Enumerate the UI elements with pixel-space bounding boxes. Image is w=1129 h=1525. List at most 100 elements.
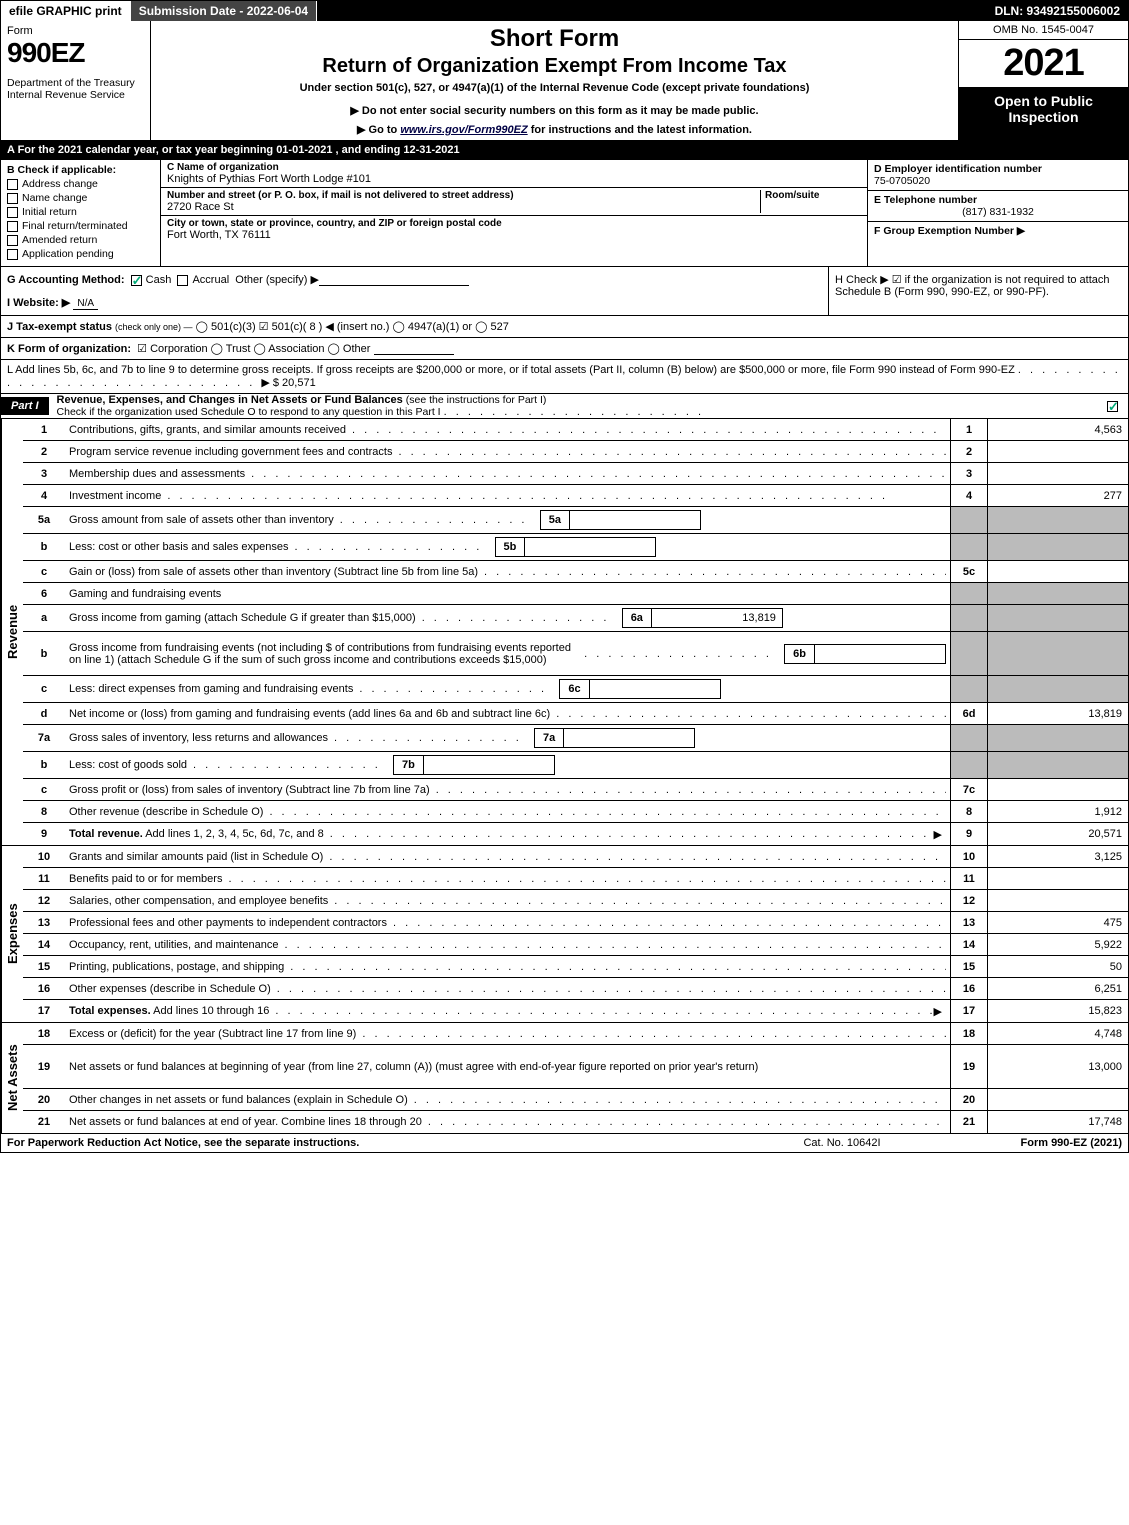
checkbox-label: Final return/terminated <box>22 220 128 232</box>
line-number: b <box>23 632 65 675</box>
line-description: Investment income <box>65 485 950 506</box>
netassets-lines: 18Excess or (deficit) for the year (Subt… <box>23 1023 1128 1133</box>
line-description: Contributions, gifts, grants, and simila… <box>65 419 950 440</box>
efile-label: efile GRAPHIC print <box>1 1 131 21</box>
inline-box-value <box>525 538 655 556</box>
checkbox[interactable] <box>7 193 18 204</box>
accrual-checkbox[interactable] <box>177 275 188 286</box>
line-box-number: 5c <box>950 561 988 582</box>
submission-date: Submission Date - 2022-06-04 <box>131 1 317 21</box>
line-box-number: 10 <box>950 846 988 867</box>
line-description: Benefits paid to or for members <box>65 868 950 889</box>
line-value: 4,748 <box>988 1023 1128 1044</box>
dept-treasury: Department of the Treasury Internal Reve… <box>7 77 144 101</box>
expenses-section: Expenses 10Grants and similar amounts pa… <box>1 846 1128 1023</box>
line-description: Net assets or fund balances at end of ye… <box>65 1111 950 1133</box>
line-description: Professional fees and other payments to … <box>65 912 950 933</box>
tax-year: 2021 <box>959 40 1128 87</box>
line-description: Occupancy, rent, utilities, and maintena… <box>65 934 950 955</box>
line-row: 13Professional fees and other payments t… <box>23 912 1128 934</box>
revenue-side-label: Revenue <box>1 419 23 845</box>
part1-title: Revenue, Expenses, and Changes in Net As… <box>57 394 403 406</box>
section-b-item: Address change <box>7 178 154 190</box>
other-specify: Other (specify) ▶ <box>235 274 319 286</box>
line-box-number: 14 <box>950 934 988 955</box>
do-not-enter: ▶ Do not enter social security numbers o… <box>157 104 952 117</box>
goto-link[interactable]: www.irs.gov/Form990EZ <box>400 124 527 136</box>
line-value <box>988 1089 1128 1110</box>
line-value: 13,819 <box>988 703 1128 724</box>
row-l-amount: ▶ $ 20,571 <box>261 377 315 389</box>
line-value <box>988 605 1128 631</box>
line-box-number <box>950 725 988 751</box>
top-bar: efile GRAPHIC print Submission Date - 20… <box>1 1 1128 21</box>
other-org-field[interactable] <box>374 343 454 355</box>
checkbox[interactable] <box>7 235 18 246</box>
line-value <box>988 676 1128 702</box>
under-section: Under section 501(c), 527, or 4947(a)(1)… <box>157 82 952 94</box>
cash-checkbox[interactable] <box>131 275 142 286</box>
form-header: Form 990EZ Department of the Treasury In… <box>1 21 1128 141</box>
line-box-number: 3 <box>950 463 988 484</box>
line-description: Membership dues and assessments <box>65 463 950 484</box>
revenue-lines: 1Contributions, gifts, grants, and simil… <box>23 419 1128 845</box>
line-number: c <box>23 561 65 582</box>
line-row: 16Other expenses (describe in Schedule O… <box>23 978 1128 1000</box>
line-row: 4Investment income4277 <box>23 485 1128 507</box>
rows-gh: G Accounting Method: Cash Accrual Other … <box>1 267 1128 316</box>
return-title: Return of Organization Exempt From Incom… <box>157 55 952 78</box>
line-number: 7a <box>23 725 65 751</box>
form-of-org-label: K Form of organization: <box>7 343 131 355</box>
line-row: 17Total expenses. Add lines 10 through 1… <box>23 1000 1128 1022</box>
header-middle: Short Form Return of Organization Exempt… <box>151 21 958 140</box>
inline-box-value <box>564 729 694 747</box>
goto-pre: ▶ Go to <box>357 124 400 136</box>
section-b-item: Amended return <box>7 234 154 246</box>
inline-amount-box: 5a <box>540 510 701 530</box>
line-row: 7aGross sales of inventory, less returns… <box>23 725 1128 752</box>
line-value <box>988 890 1128 911</box>
line-description: Gross income from fundraising events (no… <box>65 632 950 675</box>
street-label: Number and street (or P. O. box, if mail… <box>167 190 756 201</box>
line-value: 6,251 <box>988 978 1128 999</box>
row-k: K Form of organization: ☑ Corporation ◯ … <box>1 338 1128 360</box>
line-row: 20Other changes in net assets or fund ba… <box>23 1089 1128 1111</box>
website-value: N/A <box>73 298 98 310</box>
line-description: Gaming and fundraising events <box>65 583 950 604</box>
line-value: 20,571 <box>988 823 1128 845</box>
line-value: 277 <box>988 485 1128 506</box>
line-box-number: 2 <box>950 441 988 462</box>
line-row: 3Membership dues and assessments3 <box>23 463 1128 485</box>
line-row: cLess: direct expenses from gaming and f… <box>23 676 1128 703</box>
line-row: 14Occupancy, rent, utilities, and mainte… <box>23 934 1128 956</box>
line-number: 12 <box>23 890 65 911</box>
line-number: 17 <box>23 1000 65 1022</box>
line-description: Gross sales of inventory, less returns a… <box>65 725 950 751</box>
checkbox[interactable] <box>7 249 18 260</box>
line-value <box>988 868 1128 889</box>
line-box-number: 12 <box>950 890 988 911</box>
line-description: Gain or (loss) from sale of assets other… <box>65 561 950 582</box>
row-g: G Accounting Method: Cash Accrual Other … <box>1 267 828 315</box>
line-number: 10 <box>23 846 65 867</box>
phone-value: (817) 831-1932 <box>874 206 1122 218</box>
inline-amount-box: 5b <box>495 537 657 557</box>
checkbox[interactable] <box>7 221 18 232</box>
other-field[interactable] <box>319 274 469 286</box>
line-number: 21 <box>23 1111 65 1133</box>
line-value <box>988 632 1128 675</box>
line-value <box>988 507 1128 533</box>
inline-box-label: 6c <box>560 680 589 698</box>
line-box-number <box>950 632 988 675</box>
part1-checkbox[interactable] <box>1107 401 1118 412</box>
line-number: b <box>23 752 65 778</box>
part1-check-note: Check if the organization used Schedule … <box>57 406 441 418</box>
footer-left: For Paperwork Reduction Act Notice, see … <box>7 1137 742 1149</box>
line-number: c <box>23 779 65 800</box>
inline-box-value: 13,819 <box>652 609 782 627</box>
line-row: 5aGross amount from sale of assets other… <box>23 507 1128 534</box>
line-number: d <box>23 703 65 724</box>
checkbox[interactable] <box>7 207 18 218</box>
line-value: 1,912 <box>988 801 1128 822</box>
checkbox[interactable] <box>7 179 18 190</box>
